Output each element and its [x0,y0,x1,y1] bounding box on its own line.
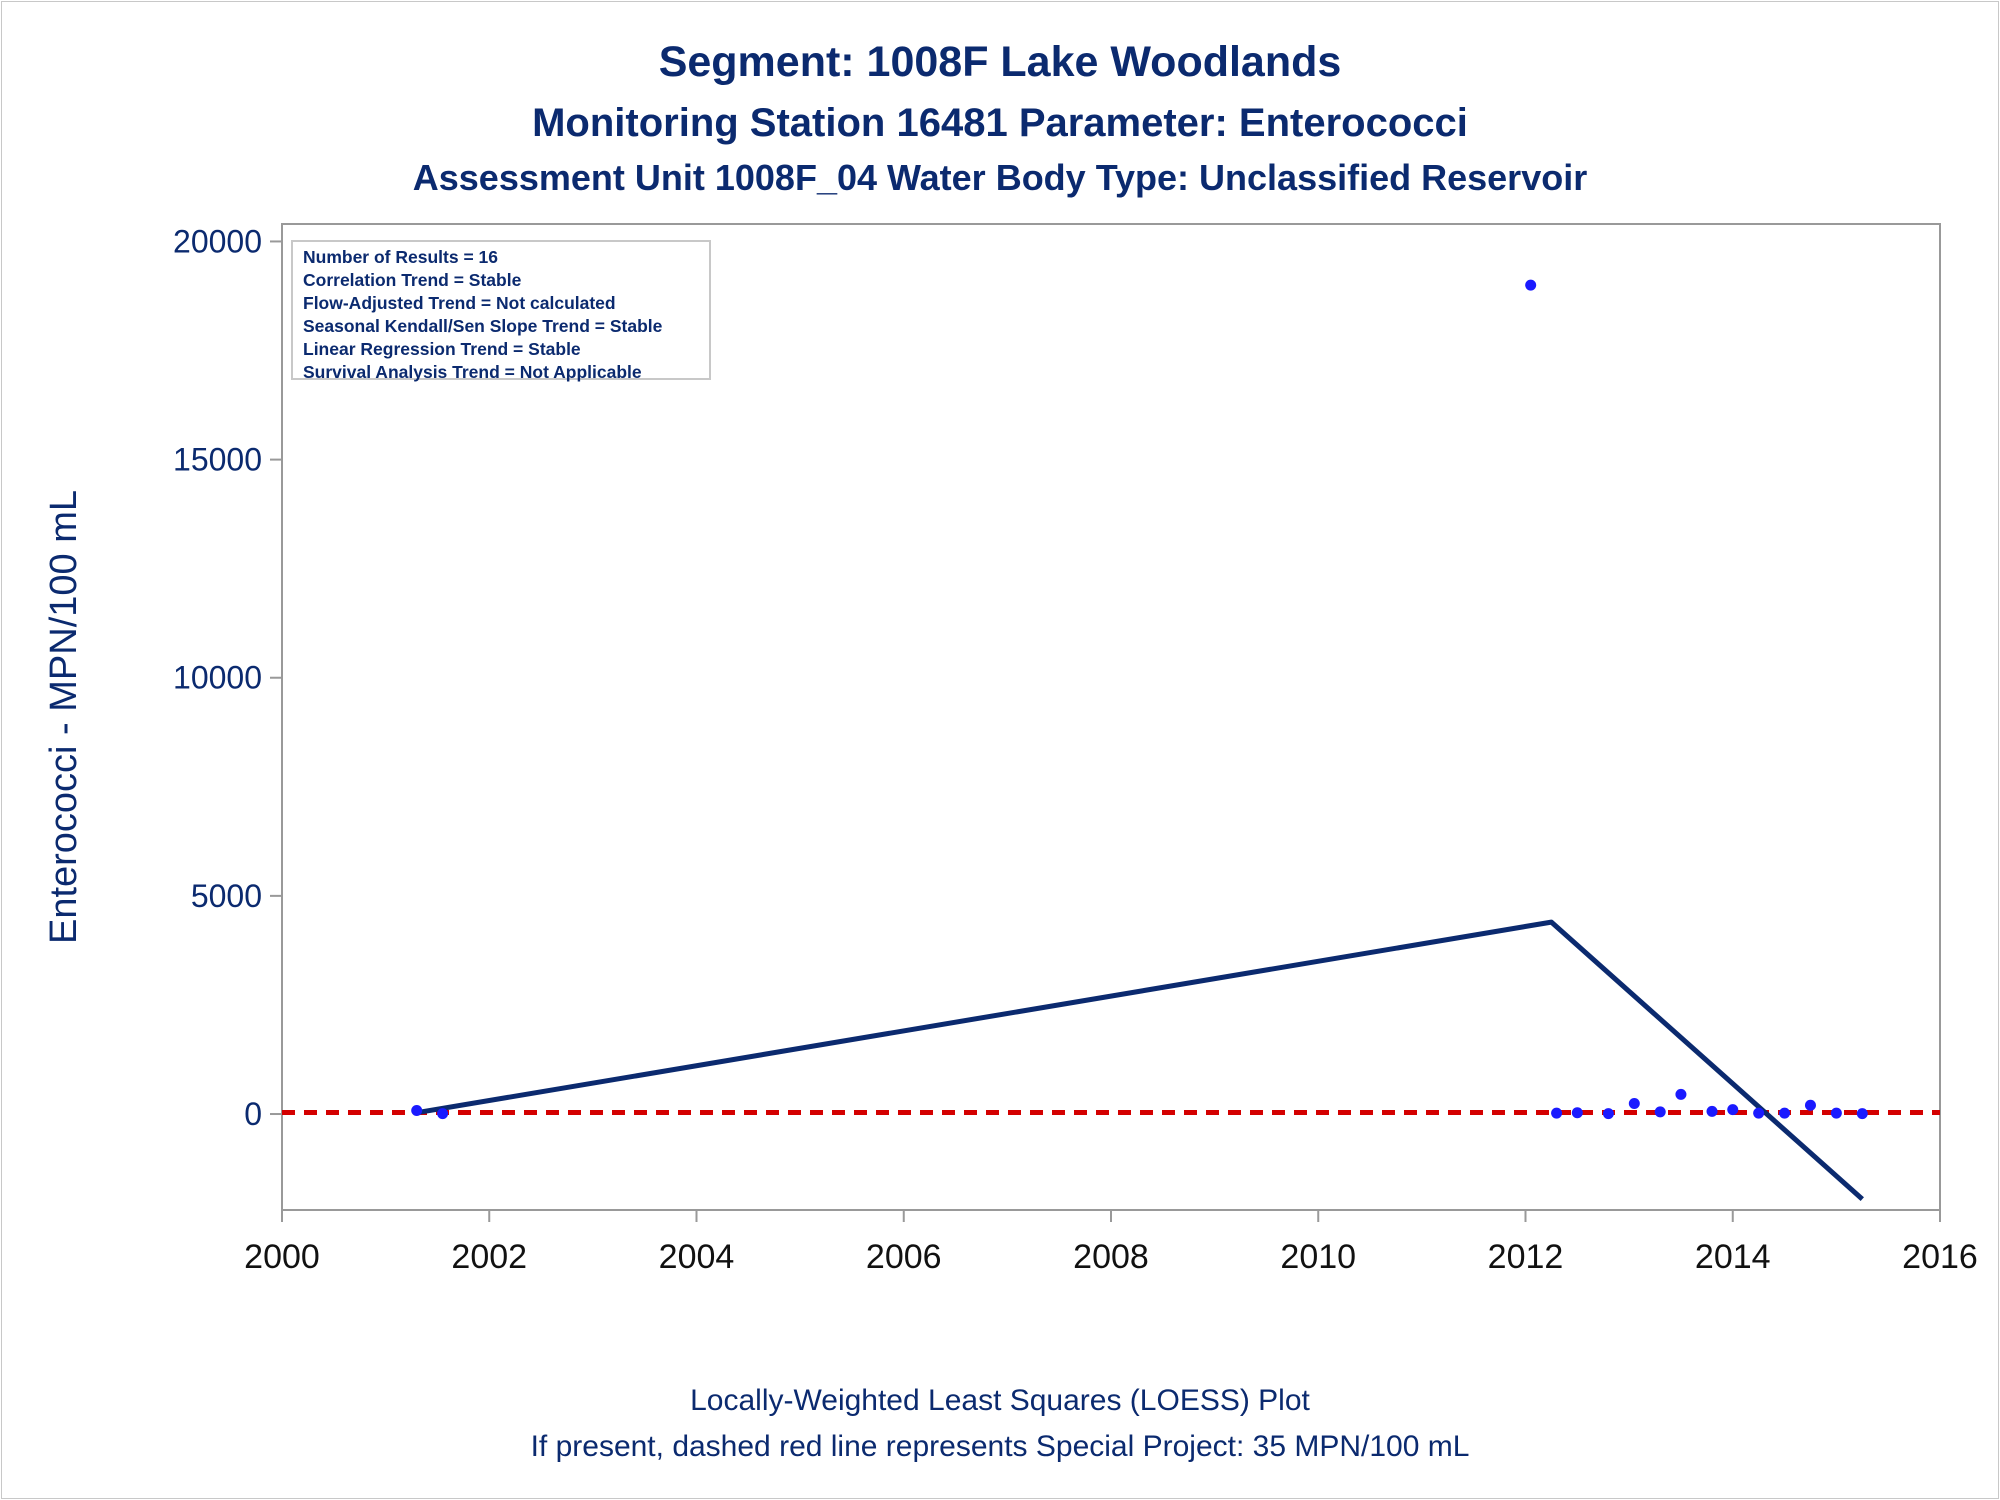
data-point [1727,1104,1739,1116]
x-tick-label: 2016 [1902,1238,1978,1276]
data-point [1525,279,1537,291]
data-point [411,1105,423,1117]
x-tick-label: 2000 [244,1238,320,1276]
stats-survival-analysis-trend: Survival Analysis Trend = Not Applicable [303,362,642,382]
x-tick-label: 2008 [1073,1238,1149,1276]
footnote-reference-line: If present, dashed red line represents S… [530,1430,1470,1463]
y-tick-label: 0 [244,1096,262,1132]
data-point [1779,1107,1791,1119]
y-tick-label: 10000 [173,660,262,696]
data-point [1654,1106,1666,1118]
data-point [1706,1105,1718,1117]
loess-line [416,919,1864,1201]
chart-title: Segment: 1008F Lake Woodlands [658,38,1342,86]
y-axis-label: Enterococci - MPN/100 mL [43,490,85,944]
data-point [1628,1098,1640,1110]
stats-linear-regression-trend: Linear Regression Trend = Stable [303,339,581,359]
x-tick-label: 2004 [659,1238,735,1276]
x-tick-label: 2010 [1280,1238,1356,1276]
x-tick-label: 2014 [1695,1238,1771,1276]
data-point [1551,1107,1563,1119]
x-tick-label: 2006 [866,1238,942,1276]
y-tick-label: 5000 [191,878,262,914]
stats-box: Number of Results = 16 Correlation Trend… [291,240,711,382]
data-point [1856,1108,1868,1120]
stats-correlation-trend: Correlation Trend = Stable [303,270,522,290]
data-point [1753,1107,1765,1119]
data-point [437,1108,449,1120]
x-tick-label: 2012 [1488,1238,1564,1276]
stats-number-of-results: Number of Results = 16 [303,247,498,267]
stats-flow-adjusted-trend: Flow-Adjusted Trend = Not calculated [303,293,616,313]
data-point [1830,1107,1842,1119]
stats-seasonal-kendall-trend: Seasonal Kendall/Sen Slope Trend = Stabl… [303,316,663,336]
data-point [1602,1108,1614,1120]
chart-subtitle-assessment: Assessment Unit 1008F_04 Water Body Type… [412,157,1588,198]
chart-subtitle-station: Monitoring Station 16481 Parameter: Ente… [532,101,1468,145]
data-point [1571,1107,1583,1119]
y-tick-label: 15000 [173,442,262,478]
y-tick-label: 20000 [173,223,262,259]
data-point [1804,1099,1816,1111]
footnote-loess: Locally-Weighted Least Squares (LOESS) P… [690,1384,1310,1417]
x-tick-label: 2002 [451,1238,527,1276]
data-point [1675,1088,1687,1100]
